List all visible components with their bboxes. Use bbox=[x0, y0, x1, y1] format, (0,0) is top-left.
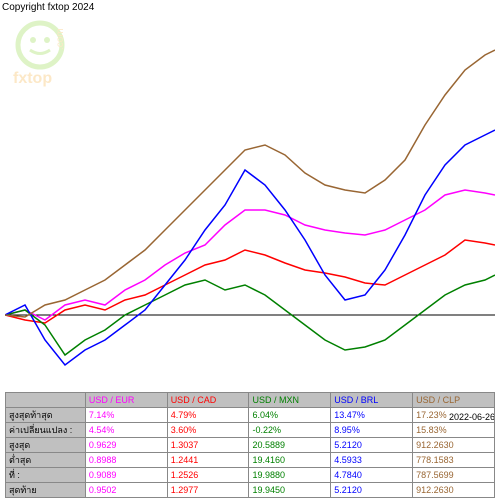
cell: 13.47% bbox=[331, 408, 413, 423]
cell: 0.9502 bbox=[85, 483, 167, 498]
line-chart bbox=[5, 15, 495, 410]
col-usd-clp: USD / CLP bbox=[413, 393, 495, 408]
col-usd-brl: USD / BRL bbox=[331, 393, 413, 408]
row-label: ค่าเปลี่ยนแปลง : bbox=[6, 423, 86, 438]
cell: 4.7840 bbox=[331, 468, 413, 483]
row-label: ต่ำสุด bbox=[6, 453, 86, 468]
table-corner bbox=[6, 393, 86, 408]
col-usd-cad: USD / CAD bbox=[167, 393, 249, 408]
cell: 5.2120 bbox=[331, 438, 413, 453]
copyright-text: Copyright fxtop 2024 bbox=[2, 2, 94, 13]
col-usd-eur: USD / EUR bbox=[85, 393, 167, 408]
cell: 5.2120 bbox=[331, 483, 413, 498]
cell: 912.2630 bbox=[413, 438, 495, 453]
cell: 3.60% bbox=[167, 423, 249, 438]
cell: 1.2526 bbox=[167, 468, 249, 483]
cell: 17.23% bbox=[413, 408, 495, 423]
cell: 7.14% bbox=[85, 408, 167, 423]
cell: 15.83% bbox=[413, 423, 495, 438]
cell: 4.54% bbox=[85, 423, 167, 438]
row-label: ที่ : bbox=[6, 468, 86, 483]
cell: 1.2977 bbox=[167, 483, 249, 498]
row-label: สูงสุดท้าสุด bbox=[6, 408, 86, 423]
series-usd-clp bbox=[5, 50, 495, 317]
series-usd-brl bbox=[5, 130, 495, 365]
cell: 19.4160 bbox=[249, 453, 331, 468]
cell: -0.22% bbox=[249, 423, 331, 438]
row-label: สูงสุด bbox=[6, 438, 86, 453]
cell: 1.3037 bbox=[167, 438, 249, 453]
cell: 4.79% bbox=[167, 408, 249, 423]
series-usd-cad bbox=[5, 240, 495, 323]
cell: 6.04% bbox=[249, 408, 331, 423]
cell: 912.2630 bbox=[413, 483, 495, 498]
cell: 19.9880 bbox=[249, 468, 331, 483]
cell: 1.2441 bbox=[167, 453, 249, 468]
cell: 778.1583 bbox=[413, 453, 495, 468]
cell: 4.5933 bbox=[331, 453, 413, 468]
currency-table: USD / EURUSD / CADUSD / MXNUSD / BRLUSD … bbox=[5, 392, 495, 498]
cell: 0.8988 bbox=[85, 453, 167, 468]
cell: 787.5699 bbox=[413, 468, 495, 483]
row-label: สุดท้าย bbox=[6, 483, 86, 498]
cell: 0.9629 bbox=[85, 438, 167, 453]
cell: 20.5889 bbox=[249, 438, 331, 453]
cell: 0.9089 bbox=[85, 468, 167, 483]
cell: 19.9450 bbox=[249, 483, 331, 498]
series-usd-eur bbox=[5, 190, 495, 320]
cell: 8.95% bbox=[331, 423, 413, 438]
col-usd-mxn: USD / MXN bbox=[249, 393, 331, 408]
